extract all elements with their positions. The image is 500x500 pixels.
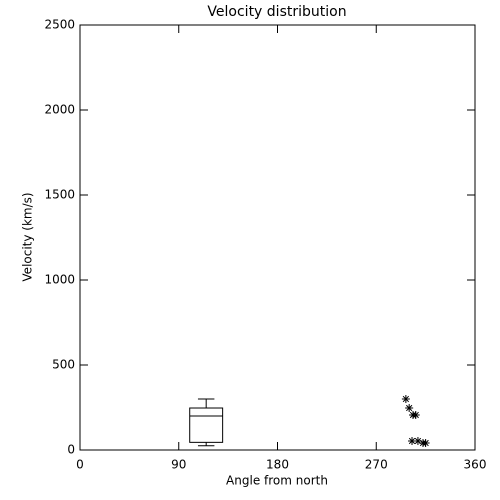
- box-body: [189, 407, 224, 443]
- asterisk-point: [405, 404, 414, 413]
- plot-frame: [79, 24, 476, 451]
- y-tick-label: 1000: [44, 273, 75, 287]
- y-tick-label: 1500: [44, 188, 75, 202]
- x-axis-label: Angle from north: [226, 474, 328, 488]
- asterisk-point: [408, 436, 417, 445]
- x-tick-label: 0: [76, 458, 84, 472]
- y-tick-label: 500: [52, 358, 75, 372]
- asterisk-point: [411, 410, 420, 419]
- x-tick-label: 90: [171, 458, 186, 472]
- y-axis-label: Velocity (km/s): [21, 192, 35, 281]
- chart-title: Velocity distribution: [207, 4, 346, 20]
- x-tick-label: 180: [266, 458, 289, 472]
- asterisk-point: [413, 436, 422, 445]
- asterisk-point: [421, 439, 430, 448]
- asterisk-point: [401, 395, 410, 403]
- x-tick-label: 270: [365, 458, 388, 472]
- y-tick-label: 2000: [44, 103, 75, 117]
- x-tick-label: 360: [464, 458, 487, 472]
- y-tick-label: 2500: [44, 18, 75, 32]
- y-tick-label: 0: [67, 443, 75, 457]
